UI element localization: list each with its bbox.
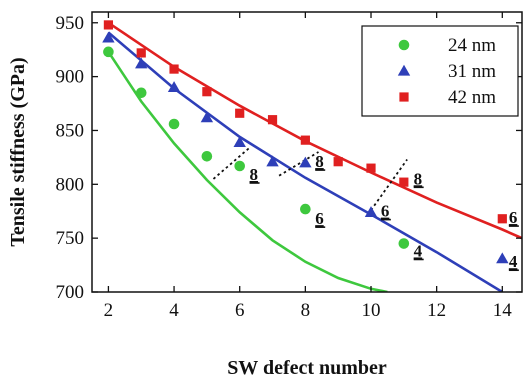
data-markers — [102, 20, 509, 264]
axes: 2 4 6 8 10 12 14 700 750 800 850 900 950 SW defect nu… — [7, 11, 523, 379]
x-tick-label-6: 14 — [493, 300, 513, 321]
legend-box — [361, 25, 519, 117]
data-point-2-1 — [136, 48, 146, 58]
annotation-label-5: 4 — [509, 252, 518, 271]
legend-label-2: 42 nm — [448, 87, 496, 108]
y-axis-title: Tensile stiffness (GPa) — [7, 57, 29, 246]
data-point-1-7 — [364, 206, 378, 217]
x-tick-label-1: 4 — [169, 300, 179, 321]
data-point-2-8 — [366, 163, 376, 173]
annotation-label-6: 8 — [414, 169, 423, 188]
x-tick-label-4: 10 — [362, 300, 381, 321]
legend-label-0: 24 nm — [448, 35, 496, 56]
data-point-2-2 — [169, 64, 179, 74]
data-point-0-0 — [103, 46, 114, 58]
dashed-guides — [212, 147, 408, 211]
data-point-1-0 — [102, 31, 115, 43]
x-tick-label-3: 8 — [301, 300, 311, 321]
legend-label-1: 31 nm — [448, 61, 496, 82]
data-point-1-3 — [200, 111, 214, 123]
annotation-label-7: 6 — [509, 208, 518, 227]
annotations: 8 6 4 8 6 4 8 6 — [249, 152, 519, 271]
data-point-0-5 — [300, 203, 311, 215]
plot-frame — [91, 11, 523, 293]
dashed-guide-1 — [278, 151, 319, 177]
data-point-1-4 — [233, 136, 246, 147]
dashed-guide-0 — [212, 147, 251, 180]
annotation-label-2: 4 — [414, 241, 423, 260]
y-tick-label-2: 800 — [56, 174, 85, 195]
data-point-0-6 — [398, 238, 410, 249]
data-point-2-5 — [267, 115, 278, 125]
x-tick-label-0: 2 — [104, 300, 114, 321]
x-tick-label-5: 12 — [427, 300, 446, 321]
data-point-2-9 — [399, 177, 409, 187]
data-point-0-2 — [168, 118, 180, 130]
data-point-0-3 — [201, 151, 213, 162]
y-tick-label-0: 700 — [56, 282, 85, 303]
x-tick-label-2: 6 — [235, 300, 245, 321]
data-point-2-4 — [235, 108, 245, 118]
data-point-0-4 — [234, 160, 246, 172]
data-point-1-1 — [135, 57, 148, 69]
dashed-guide-2 — [370, 159, 408, 211]
y-tick-label-1: 750 — [56, 228, 85, 249]
annotation-label-3: 8 — [315, 152, 324, 171]
legend-marker-1 — [397, 64, 411, 76]
data-point-0-1 — [135, 87, 147, 99]
data-point-1-2 — [167, 81, 181, 93]
legend-marker-2 — [399, 92, 409, 102]
data-point-1-8 — [496, 252, 509, 264]
legend-marker-0 — [398, 39, 410, 51]
data-point-2-0 — [103, 20, 114, 30]
data-point-1-6 — [299, 156, 312, 168]
y-tick-label-5: 950 — [56, 13, 85, 34]
data-point-2-3 — [202, 87, 212, 97]
y-tick-label-3: 850 — [56, 120, 85, 141]
annotation-label-0: 8 — [250, 165, 259, 184]
y-tick-label-4: 900 — [56, 67, 85, 88]
data-point-2-10 — [497, 214, 507, 224]
x-axis-title: SW defect number — [227, 357, 387, 379]
legend: 24 nm 31 nm 42 nm — [361, 25, 519, 117]
fit-line-2 — [107, 21, 522, 240]
annotation-label-1: 6 — [315, 209, 324, 228]
annotation-label-4: 6 — [381, 202, 390, 221]
data-point-2-7 — [333, 157, 343, 167]
data-point-2-6 — [300, 135, 310, 145]
data-point-1-5 — [266, 155, 279, 167]
fit-line-0 — [107, 51, 388, 292]
